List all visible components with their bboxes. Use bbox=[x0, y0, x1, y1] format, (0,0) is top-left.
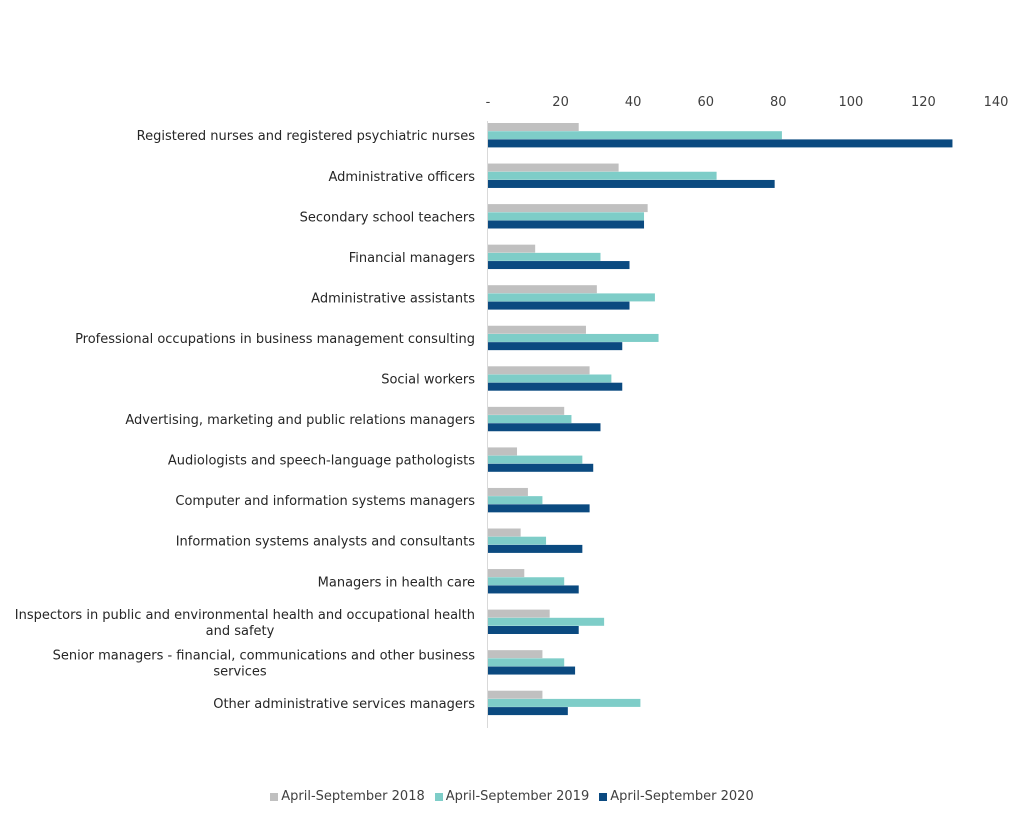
category-label: Computer and information systems manager… bbox=[175, 494, 475, 509]
bar-3-2 bbox=[488, 179, 775, 188]
legend-item: April-September 2018 bbox=[270, 789, 425, 804]
legend-swatch bbox=[434, 792, 443, 801]
bar-3-9 bbox=[488, 463, 594, 472]
bar-3-15 bbox=[488, 707, 568, 716]
bar-1-10 bbox=[488, 487, 528, 496]
category-label: Senior managers - financial, communicati… bbox=[53, 648, 476, 663]
category-label: Managers in health care bbox=[318, 575, 475, 590]
bar-2-12 bbox=[488, 577, 565, 586]
bar-2-5 bbox=[488, 293, 655, 302]
bar-3-1 bbox=[488, 139, 953, 148]
bar-2-1 bbox=[488, 131, 782, 140]
bar-3-13 bbox=[488, 626, 579, 634]
category-label: and safety bbox=[206, 624, 275, 639]
bar-2-8 bbox=[488, 415, 572, 424]
bar-1-13 bbox=[488, 609, 550, 618]
bar-2-2 bbox=[488, 171, 717, 180]
legend-item: April-September 2020 bbox=[599, 789, 754, 804]
bar-3-4 bbox=[488, 261, 630, 270]
legend-label: April-September 2020 bbox=[610, 789, 754, 804]
bar-3-14 bbox=[488, 666, 576, 675]
bar-1-5 bbox=[488, 285, 597, 294]
legend-label: April-September 2018 bbox=[281, 789, 425, 804]
x-tick-label: 100 bbox=[838, 95, 863, 110]
category-label: Information systems analysts and consult… bbox=[176, 535, 475, 550]
bar-1-6 bbox=[488, 325, 586, 334]
bar-2-4 bbox=[488, 252, 601, 261]
category-label: Administrative assistants bbox=[311, 291, 475, 306]
bar-1-7 bbox=[488, 366, 590, 375]
x-tick-label: 80 bbox=[770, 95, 787, 110]
category-label: Secondary school teachers bbox=[300, 210, 476, 225]
x-tick-label: 140 bbox=[984, 95, 1009, 110]
category-label: Administrative officers bbox=[328, 170, 475, 185]
bar-3-11 bbox=[488, 544, 583, 553]
bar-1-3 bbox=[488, 204, 648, 213]
bar-1-4 bbox=[488, 244, 536, 253]
bar-2-9 bbox=[488, 455, 583, 464]
category-label: Audiologists and speech-language patholo… bbox=[168, 454, 475, 469]
bar-2-13 bbox=[488, 617, 605, 626]
bar-1-9 bbox=[488, 447, 518, 456]
category-label: services bbox=[213, 664, 267, 679]
bar-2-3 bbox=[488, 212, 645, 221]
legend-label: April-September 2019 bbox=[445, 789, 590, 804]
category-label: Financial managers bbox=[349, 251, 475, 266]
bar-3-10 bbox=[488, 504, 590, 513]
bar-2-6 bbox=[488, 333, 659, 342]
bar-1-12 bbox=[488, 569, 525, 578]
x-tick-label: 120 bbox=[911, 95, 936, 110]
bar-3-8 bbox=[488, 423, 601, 432]
bar-2-10 bbox=[488, 496, 543, 505]
x-tick-label: - bbox=[486, 95, 491, 110]
bar-3-12 bbox=[488, 585, 579, 594]
bar-3-7 bbox=[488, 382, 623, 391]
legend-swatch bbox=[270, 792, 279, 801]
bar-2-15 bbox=[488, 698, 641, 707]
category-label: Social workers bbox=[381, 373, 475, 388]
category-label: Professional occupations in business man… bbox=[75, 332, 475, 347]
bar-1-1 bbox=[488, 123, 579, 131]
bar-1-2 bbox=[488, 163, 619, 172]
bar-2-7 bbox=[488, 374, 612, 383]
bar-chart: - 20 40 60 80 100 120 140 Registered nurses and … bbox=[15, 95, 1009, 728]
bar-1-15 bbox=[488, 690, 543, 699]
bar-1-11 bbox=[488, 528, 521, 537]
bar-3-3 bbox=[488, 220, 645, 229]
x-tick-label: 40 bbox=[625, 95, 642, 110]
category-label: Advertising, marketing and public relati… bbox=[125, 413, 475, 428]
category-label: Registered nurses and registered psychia… bbox=[137, 129, 476, 144]
x-tick-label: 60 bbox=[697, 95, 714, 110]
x-tick-label: 20 bbox=[552, 95, 569, 110]
bar-2-14 bbox=[488, 658, 565, 667]
category-label: Other administrative services managers bbox=[213, 697, 475, 712]
bar-1-8 bbox=[488, 406, 565, 415]
bar-3-5 bbox=[488, 301, 630, 310]
legend-swatch bbox=[599, 792, 608, 801]
legend-item: April-September 2019 bbox=[434, 789, 590, 804]
category-label: Inspectors in public and environmental h… bbox=[15, 608, 475, 623]
bar-1-14 bbox=[488, 650, 543, 659]
legend: April-September 2018 April-September 2019… bbox=[0, 789, 1024, 804]
bar-3-6 bbox=[488, 342, 623, 351]
bar-2-11 bbox=[488, 536, 547, 545]
